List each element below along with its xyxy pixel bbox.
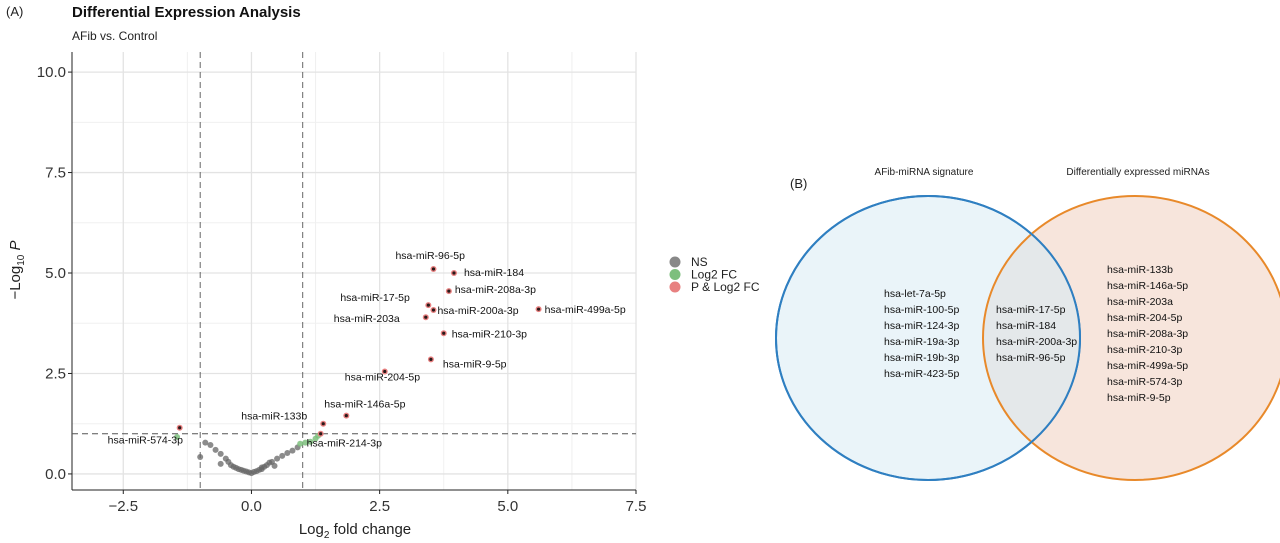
venn-circle-afib-signature-outline-top [775,195,1081,481]
x-tick-label: −2.5 [108,498,138,515]
point-ns [271,462,278,469]
venn-item: hsa-miR-19a-3p [884,336,959,348]
point-label: hsa-miR-499a-5p [545,304,626,316]
point-log2fc [297,440,304,447]
venn-item: hsa-miR-146a-5p [1107,280,1188,292]
point-significant-core [447,289,451,293]
venn-item: hsa-miR-499a-5p [1107,360,1188,372]
point-log2fc [302,439,309,446]
venn-item: hsa-miR-204-5p [1107,312,1182,324]
point-ns [258,464,265,471]
venn-item: hsa-miR-100-5p [884,304,959,316]
venn-item: hsa-miR-9-5p [1107,392,1171,404]
point-significant-core [452,271,456,275]
panel-b-label: (B) [790,176,807,191]
point-ns [212,446,219,453]
x-axis-title: Log2 fold change [299,521,411,541]
x-tick-label: 5.0 [497,498,518,515]
y-axis-title: −Log10 P [7,240,27,299]
venn-item: hsa-miR-19b-3p [884,352,959,364]
point-log2fc [174,433,181,440]
point-significant-core [424,315,428,319]
venn-left-title: AFib-miRNA signature [875,167,974,178]
point-label: hsa-miR-204-5p [345,371,420,383]
point-label: hsa-miR-184 [464,267,524,279]
venn-item: hsa-let-7a-5p [884,288,946,300]
point-label: hsa-miR-574-3p [108,435,183,447]
point-ns [289,447,296,454]
y-tick-label: 7.5 [45,165,66,182]
point-label: hsa-miR-214-3p [307,438,382,450]
chart-title: Differential Expression Analysis [72,4,301,21]
venn-item: hsa-miR-210-3p [1107,344,1182,356]
x-tick-label: 0.0 [241,498,262,515]
point-label: hsa-miR-133b [241,411,307,423]
venn-left-only-list: hsa-let-7a-5p hsa-miR-100-5p hsa-miR-124-3… [884,288,959,380]
point-significant-core [431,267,436,271]
point-ns [202,439,209,446]
legend-label: NS [691,255,708,269]
point-log2fc [307,438,314,445]
point-label: hsa-miR-200a-3p [437,305,518,317]
point-ns [217,460,224,467]
venn-item: hsa-miR-133b [1107,264,1173,276]
point-ns [217,450,224,457]
point-significant-core [319,432,323,436]
legend-swatch [669,281,681,293]
legend-swatch [669,269,681,280]
chart-subtitle: AFib vs. Control [72,29,157,43]
legend-label: P & Log2 FC [691,280,760,294]
point-significant-core [429,357,433,362]
point-significant-core [344,414,348,418]
point-ns [197,454,204,461]
point-significant-core [442,331,446,335]
point-ns [284,450,291,457]
point-label: hsa-miR-210-3p [452,328,527,340]
point-significant-core [426,303,430,307]
venn-item: hsa-miR-96-5p [996,352,1066,364]
point-label: hsa-miR-208a-3p [455,284,536,296]
venn-item: hsa-miR-208a-3p [1107,328,1188,340]
x-tick-label: 2.5 [369,498,390,515]
point-ns [207,441,214,448]
point-label: hsa-miR-9-5p [443,358,507,370]
y-tick-label: 10.0 [37,64,66,81]
venn-circle-differentially-expressed-outline [982,195,1280,481]
venn-item: hsa-miR-203a [1107,296,1173,308]
point-label: hsa-miR-146a-5p [324,399,405,411]
point-ns [279,452,286,459]
point-significant-core [321,422,325,426]
legend-swatch [669,256,681,268]
point-significant-core [178,426,182,430]
point-significant-core [383,369,387,374]
volcano-plot: −2.5 0.0 2.5 5.0 7.5 0.0 2.5 5.0 7.5 10.0 hsa-miR-… [37,52,647,515]
venn-item: hsa-miR-423-5p [884,368,959,380]
venn-item: hsa-miR-124-3p [884,320,959,332]
venn-item: hsa-miR-184 [996,320,1056,332]
point-significant-core [431,308,436,312]
venn-item: hsa-miR-574-3p [1107,376,1182,388]
venn-right-title: Differentially expressed miRNAs [1066,167,1209,178]
x-tick-label: 7.5 [626,498,647,515]
venn-item: hsa-miR-200a-3p [996,336,1077,348]
point-label: hsa-miR-96-5p [395,250,465,262]
panel-a-label: (A) [6,4,23,19]
point-significant-core [536,307,541,311]
point-label: hsa-miR-203a [334,313,400,325]
legend-label: Log2 FC [691,268,737,282]
venn-item: hsa-miR-17-5p [996,304,1066,316]
y-tick-label: 2.5 [45,365,66,382]
venn-right-only-list: hsa-miR-133b hsa-miR-146a-5p hsa-miR-203a h… [1107,264,1188,404]
y-tick-label: 0.0 [45,466,66,483]
y-tick-label: 5.0 [45,265,66,282]
point-label: hsa-miR-17-5p [340,292,410,304]
venn-overlap-list: hsa-miR-17-5p hsa-miR-184 hsa-miR-200a-3p h… [996,304,1077,364]
point-ns [274,455,281,462]
